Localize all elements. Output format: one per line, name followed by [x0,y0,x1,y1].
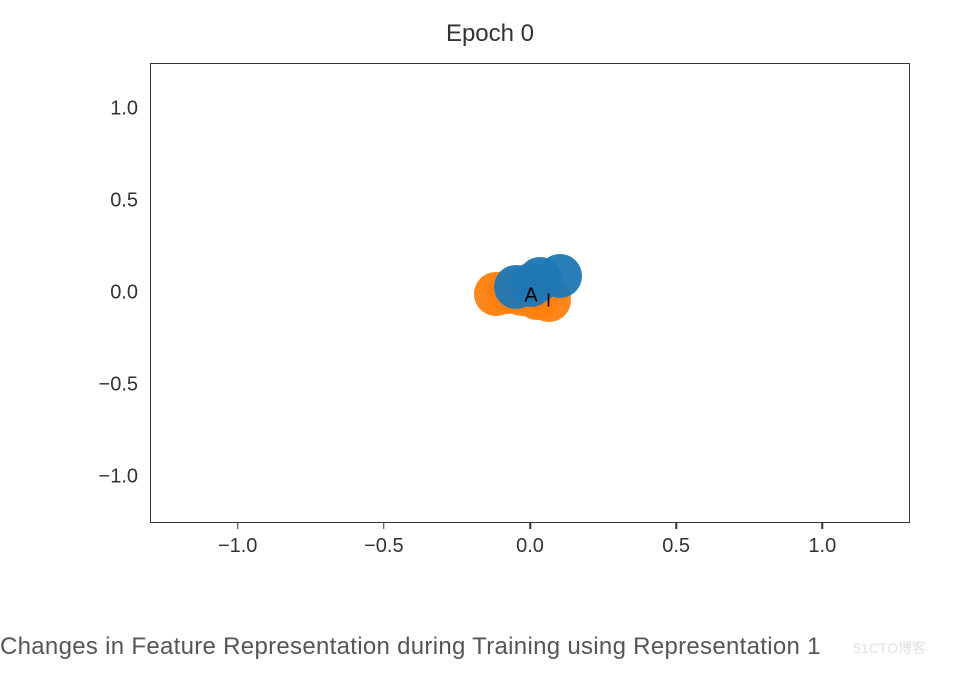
x-tick-mark [675,523,677,529]
x-tick-label: 0.0 [516,535,544,558]
y-tick-label: 0.0 [58,282,138,305]
figure-caption: Changes in Feature Representation during… [0,633,821,661]
y-tick-label: −0.5 [58,374,138,397]
annotation-label: A [524,284,537,307]
watermark: 51CTO博客 [853,638,926,658]
x-tick-mark [529,523,531,529]
x-axis: −1.0 −0.5 0.0 0.5 1.0 [150,523,910,573]
x-tick-label: −0.5 [364,535,403,558]
x-tick-label: 1.0 [808,535,836,558]
y-tick-label: 0.5 [58,190,138,213]
annotation-label: I [546,291,551,312]
x-tick-label: 0.5 [662,535,690,558]
x-tick-mark [822,523,824,529]
y-tick-label: 1.0 [58,98,138,121]
chart-container: Epoch 0 −1.0 −0.5 0.0 0.5 1.0 AI −1.0 −0.5 0.0… [50,20,930,610]
chart-title: Epoch 0 [50,20,930,48]
y-axis: −1.0 −0.5 0.0 0.5 1.0 [50,63,150,523]
x-tick-label: −1.0 [218,535,257,558]
x-tick-mark [237,523,239,529]
x-tick-mark [383,523,385,529]
y-tick-label: −1.0 [58,466,138,489]
plot-area: AI [150,63,910,523]
plot-wrapper: −1.0 −0.5 0.0 0.5 1.0 AI −1.0 −0.5 0.0 0.5 1.0 [50,53,930,573]
